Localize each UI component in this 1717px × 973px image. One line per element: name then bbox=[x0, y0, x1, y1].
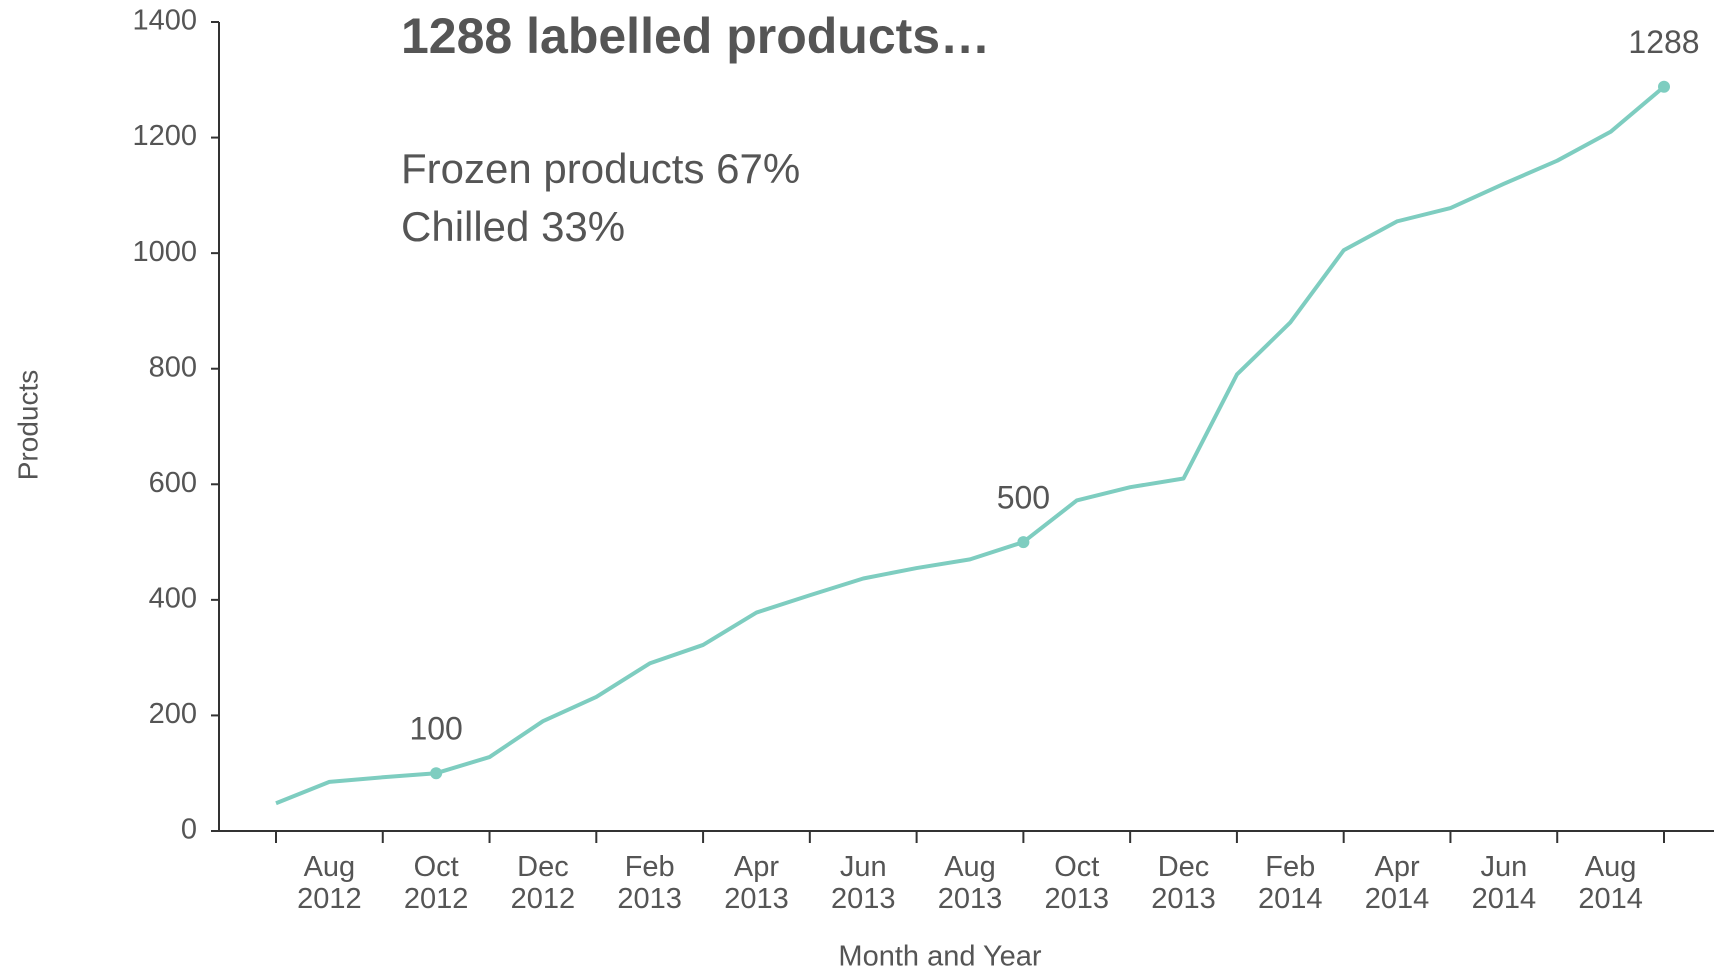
point-marker bbox=[1658, 80, 1670, 93]
x-tick-label: Aug 2013 bbox=[937, 851, 1003, 915]
value-label: 100 bbox=[409, 711, 462, 747]
x-tick-label: Dec 2013 bbox=[1151, 851, 1216, 915]
x-axis-label: Month and Year bbox=[838, 941, 1042, 973]
point-marker bbox=[430, 767, 443, 780]
x-tick-label: Oct 2013 bbox=[1044, 851, 1110, 915]
subtitle-line: Chilled 33% bbox=[401, 203, 625, 250]
value-label: 500 bbox=[997, 480, 1050, 516]
point-marker bbox=[1017, 536, 1030, 549]
value-label: 1288 bbox=[1628, 24, 1699, 60]
y-tick-label: 400 bbox=[149, 583, 197, 615]
y-tick-label: 0 bbox=[181, 814, 197, 846]
x-tick-label: Aug 2014 bbox=[1578, 851, 1643, 915]
data-line bbox=[275, 85, 1666, 806]
x-tick-label: Feb 2014 bbox=[1258, 851, 1323, 915]
y-tick-label: 200 bbox=[149, 698, 197, 730]
y-tick-label: 1000 bbox=[132, 236, 197, 268]
x-tick-label: Jun 2014 bbox=[1471, 851, 1537, 915]
y-tick-label: 800 bbox=[149, 351, 197, 383]
y-axis-label: Products bbox=[12, 370, 43, 481]
subtitle-line: Frozen products 67% bbox=[401, 145, 800, 192]
y-tick-label: 600 bbox=[149, 467, 197, 499]
x-tick-label: Oct 2012 bbox=[403, 851, 469, 915]
x-tick-label: Apr 2014 bbox=[1364, 851, 1430, 915]
x-tick-label: Jun 2013 bbox=[830, 851, 896, 915]
chart-title: 1288 labelled products… bbox=[401, 8, 990, 64]
x-tick-label: Dec 2012 bbox=[510, 851, 576, 915]
y-tick-label: 1200 bbox=[132, 120, 197, 152]
y-tick-label: 1400 bbox=[132, 5, 197, 37]
x-tick-label: Aug 2012 bbox=[297, 851, 362, 915]
x-tick-label: Apr 2013 bbox=[724, 851, 789, 915]
x-tick-label: Feb 2013 bbox=[617, 851, 682, 915]
